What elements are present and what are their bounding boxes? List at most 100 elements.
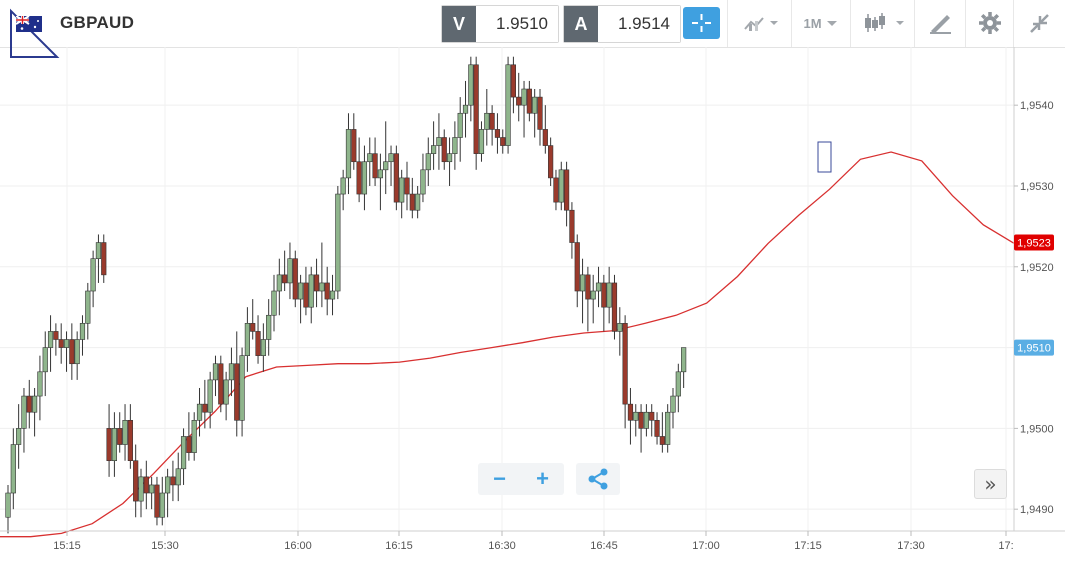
bid-value: 1.9510 bbox=[476, 6, 558, 42]
x-tick-label: 15:30 bbox=[151, 540, 179, 552]
chart-toolbar: GBPAUD V 1.9510 A 1.9514 1M bbox=[0, 0, 1065, 58]
candle bbox=[558, 161, 564, 211]
candle bbox=[457, 97, 463, 162]
candle bbox=[478, 121, 485, 162]
candle bbox=[622, 315, 628, 429]
candle bbox=[494, 113, 501, 154]
current-price-tag: 1,9510 bbox=[1014, 339, 1054, 356]
candle bbox=[26, 379, 32, 429]
collapse-button[interactable] bbox=[1022, 6, 1058, 40]
candle bbox=[218, 355, 224, 413]
candle bbox=[505, 56, 511, 154]
candle bbox=[462, 80, 469, 138]
candle bbox=[21, 387, 27, 453]
price-chart[interactable]: 1,9540 1,9530 1,9520 1,9510 1,9500 1,9490 15:… bbox=[0, 47, 1065, 564]
candle bbox=[117, 412, 123, 453]
candle bbox=[234, 331, 240, 437]
candle bbox=[180, 428, 187, 485]
timeframe-label: 1M bbox=[803, 15, 822, 31]
bid-price-box[interactable]: V 1.9510 bbox=[441, 5, 559, 43]
drawing-tools-button[interactable] bbox=[920, 6, 960, 40]
candle bbox=[335, 185, 341, 300]
candle bbox=[510, 56, 517, 114]
moving-average-line bbox=[0, 151, 1015, 538]
candle bbox=[297, 274, 304, 324]
candle bbox=[287, 242, 293, 300]
candle bbox=[276, 258, 282, 316]
y-tick-label: 1,9540 bbox=[1020, 100, 1054, 112]
zoom-in-button[interactable]: + bbox=[536, 466, 549, 491]
candle bbox=[159, 476, 165, 526]
candle bbox=[196, 387, 203, 437]
ma-price-tag: 1,9523 bbox=[1014, 234, 1054, 251]
chart-type-button[interactable] bbox=[857, 6, 909, 40]
candle bbox=[409, 177, 415, 219]
candle bbox=[388, 145, 394, 186]
candle bbox=[441, 129, 447, 170]
candle bbox=[329, 274, 336, 316]
candle bbox=[361, 145, 368, 211]
candle bbox=[138, 468, 144, 518]
ask-price-box[interactable]: A 1.9514 bbox=[563, 5, 681, 43]
candle bbox=[42, 331, 48, 397]
candle bbox=[526, 80, 532, 122]
candle bbox=[489, 105, 495, 146]
x-tick-label: 17:00 bbox=[692, 540, 720, 552]
candle bbox=[532, 89, 538, 138]
candle bbox=[223, 371, 229, 421]
zoom-out-button[interactable]: − bbox=[493, 466, 506, 491]
candle bbox=[63, 331, 70, 372]
candle bbox=[74, 331, 80, 380]
candle bbox=[595, 266, 602, 308]
indicators-button[interactable] bbox=[735, 6, 787, 40]
candle bbox=[468, 56, 474, 122]
crosshair-button[interactable] bbox=[683, 7, 720, 39]
candle bbox=[425, 137, 431, 186]
x-tick-label: 17: bbox=[998, 540, 1013, 552]
candle bbox=[436, 113, 442, 170]
bid-tag: V bbox=[442, 6, 476, 42]
candle bbox=[579, 258, 586, 324]
svg-text:1,9523: 1,9523 bbox=[1017, 238, 1051, 250]
candle bbox=[415, 185, 421, 219]
candle bbox=[101, 234, 107, 283]
candle bbox=[681, 347, 687, 388]
candle bbox=[569, 202, 575, 259]
candle bbox=[638, 404, 644, 453]
candle bbox=[16, 404, 22, 469]
candle bbox=[537, 89, 543, 146]
share-button[interactable] bbox=[576, 463, 620, 495]
candle bbox=[313, 258, 320, 308]
gear-icon bbox=[979, 12, 1001, 34]
x-tick-label: 17:30 bbox=[897, 540, 925, 552]
settings-button[interactable] bbox=[972, 6, 1008, 40]
candle bbox=[484, 89, 490, 146]
candle bbox=[563, 161, 570, 227]
selected-candle-marker bbox=[817, 141, 832, 173]
candle bbox=[446, 137, 453, 186]
symbol-label: GBPAUD bbox=[60, 13, 135, 32]
candle bbox=[404, 161, 410, 211]
candle bbox=[53, 323, 59, 356]
draw-tools-icon bbox=[930, 15, 951, 34]
x-tick-label: 15:15 bbox=[53, 540, 81, 552]
x-tick-label: 17:15 bbox=[794, 540, 822, 552]
candle bbox=[548, 137, 554, 186]
candle bbox=[266, 299, 272, 356]
candle bbox=[143, 460, 149, 510]
candle bbox=[319, 242, 325, 308]
crosshair-icon bbox=[692, 14, 711, 32]
candle bbox=[399, 169, 405, 219]
candle bbox=[367, 137, 373, 186]
timeframe-select[interactable]: 1M bbox=[796, 6, 846, 40]
candle bbox=[356, 137, 362, 203]
candle bbox=[165, 468, 171, 518]
candle bbox=[372, 137, 378, 186]
candle bbox=[340, 169, 346, 211]
zoom-controls: − + bbox=[478, 463, 564, 495]
candle bbox=[228, 347, 235, 397]
candle bbox=[553, 169, 559, 211]
scroll-to-latest-button[interactable]: » bbox=[974, 469, 1007, 499]
candle bbox=[303, 266, 309, 316]
candle bbox=[675, 363, 681, 413]
